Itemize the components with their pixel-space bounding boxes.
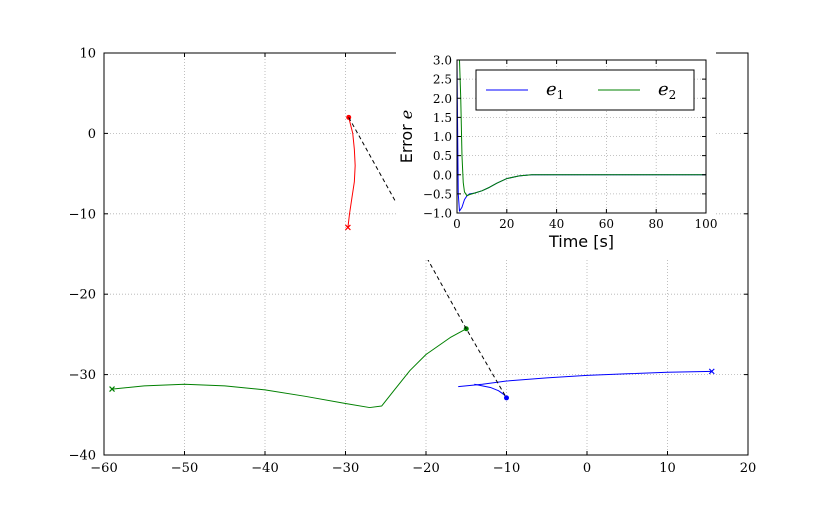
main-x-tick-label: 20 [740,461,757,476]
inset-y-tick-label: −0.5 [423,187,452,201]
main-series-x-marker [708,368,715,375]
inset-y-tick-label: 3.0 [433,54,452,68]
inset-x-tick-label: 40 [549,217,564,231]
inset-y-tick-label: 1.5 [433,111,452,125]
legend-label-e2-base: e [658,79,669,100]
main-x-tick-label: −20 [412,461,439,476]
main-y-tick-label: −20 [69,288,96,303]
inset-y-tick-label: 0.0 [433,168,452,182]
main-y-tick-label: −10 [69,207,96,222]
main-series-x-marker [344,224,351,231]
inset-x-tick-label: 80 [649,217,664,231]
main-x-tick-label: −10 [493,461,520,476]
inset-x-axis-label: Time [s] [548,232,614,251]
main-x-tick-label: −60 [90,461,117,476]
main-series [109,114,715,409]
inset-series-line [457,59,706,197]
legend-label-e1: e1 [546,79,564,102]
main-x-tick-label: −40 [251,461,278,476]
inset-y-tick-label: 1.0 [433,130,452,144]
main-x-tick-label: −50 [171,461,198,476]
main-x-tick-label: −30 [332,461,359,476]
inset-series [456,59,706,212]
inset-x-tick-label: 60 [599,217,614,231]
main-series-line [347,117,356,228]
inset-x-tick-label: 100 [695,217,718,231]
inset-y-tick-label: 0.5 [433,149,452,163]
main-series-line [458,370,712,388]
inset-y-axis-label-text: Error [397,119,416,163]
inset-x-tick-label: 20 [499,217,514,231]
main-y-tick-label: −40 [69,449,96,464]
main-y-tick-label: 0 [88,127,96,142]
main-x-tick-label: 10 [659,461,676,476]
legend-label-e1-base: e [546,79,557,100]
main-series-dot-marker [504,395,509,401]
inset-y-axis-label: Error e [397,110,416,164]
inset-x-tick-label: 0 [453,217,461,231]
legend-label-e2: e2 [658,79,676,102]
inset-y-tick-label: 2.0 [433,92,452,106]
main-series-line [474,383,507,399]
legend-label-e1-sub: 1 [557,88,565,102]
main-y-tick-label: −30 [69,368,96,383]
inset-legend: e1 e2 [475,69,695,111]
legend-label-e2-sub: 2 [669,88,677,102]
main-series-line [112,328,467,409]
inset-ticks: 0 20 40 60 80 100 −1.0 −0.5 0.0 0.5 1.0 1.5 2.0 2.5 3.… [423,54,718,232]
main-x-tick-label: 0 [583,461,591,476]
inset-y-tick-label: 2.5 [433,73,452,87]
main-y-tick-label: 10 [79,47,96,62]
main-series-x-marker [109,386,115,392]
inset-y-axis-label-symbol: e [397,110,416,119]
main-series-line [348,117,507,399]
inset-y-tick-label: −1.0 [423,207,452,221]
